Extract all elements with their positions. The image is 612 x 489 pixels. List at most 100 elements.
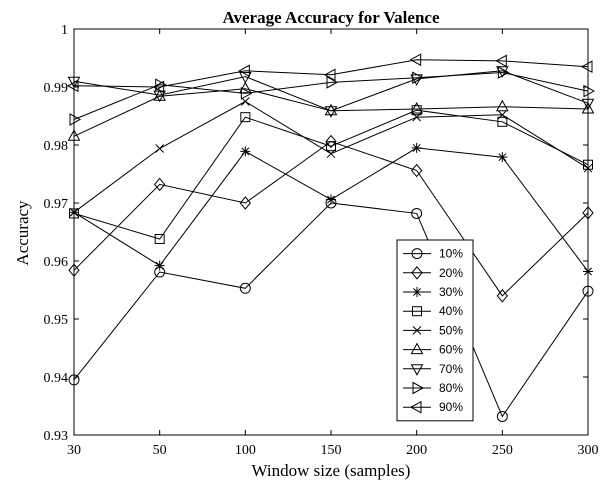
series-line — [73, 88, 589, 137]
data-point — [238, 72, 252, 84]
series-50pct — [69, 97, 593, 217]
legend-label: 90% — [439, 400, 463, 414]
data-point — [410, 102, 424, 114]
data-point — [409, 53, 422, 67]
data-point — [580, 60, 593, 74]
data-point — [68, 263, 80, 278]
x-tick-label: 100 — [235, 443, 256, 458]
data-point — [497, 110, 507, 120]
series-80pct — [69, 66, 596, 126]
data-point — [68, 374, 80, 386]
data-point — [240, 146, 251, 157]
data-point — [323, 68, 336, 82]
axis-ticks: 30 50 100 150 200 250 300 0.93 0.94 0.95 0.96 0.97 0… — [44, 23, 599, 458]
data-point — [238, 64, 250, 78]
legend-label: 20% — [439, 266, 463, 280]
series-30pct — [69, 142, 593, 277]
data-point — [238, 81, 252, 94]
y-axis-label: Accuracy — [13, 200, 32, 266]
data-point — [411, 142, 422, 153]
y-tick-label: 0.97 — [44, 197, 69, 212]
y-tick-label: 0.98 — [44, 139, 69, 154]
data-point — [411, 207, 423, 219]
data-point — [154, 233, 165, 244]
x-tick-label: 150 — [321, 443, 342, 458]
legend: 10% 20% 30% 40% 50% 60% 70% 80% 90% — [396, 239, 474, 422]
data-point — [412, 112, 422, 122]
series-line — [73, 59, 589, 88]
data-point — [583, 163, 593, 173]
legend-label: 60% — [439, 343, 463, 357]
data-point — [495, 66, 509, 78]
data-point — [67, 76, 81, 89]
legend-label: 10% — [439, 247, 463, 261]
data-point — [326, 76, 339, 89]
legend-label: 30% — [439, 285, 463, 299]
x-axis-label: Window size (samples) — [252, 461, 411, 480]
chart-title: Average Accuracy for Valence — [223, 8, 440, 27]
data-point — [240, 97, 250, 106]
x-tick-label: 50 — [153, 443, 167, 458]
legend-marker — [412, 306, 422, 317]
series-10pct — [68, 197, 594, 422]
data-point — [67, 129, 81, 141]
data-point — [326, 141, 336, 152]
data-point — [69, 207, 79, 217]
data-point — [240, 87, 253, 100]
legend-label: 40% — [439, 304, 463, 318]
y-tick-label: 0.94 — [44, 371, 69, 386]
x-tick-label: 300 — [578, 443, 599, 458]
legend-marker — [412, 381, 425, 395]
series-60pct — [67, 81, 595, 141]
data-point — [326, 194, 336, 205]
y-tick-label: 0.99 — [44, 81, 69, 96]
data-point — [583, 84, 596, 98]
data-point — [69, 113, 82, 126]
y-tick-label: 1 — [61, 23, 68, 38]
legend-marker — [412, 326, 422, 335]
data-point — [495, 54, 507, 68]
x-tick-label: 250 — [492, 443, 513, 458]
y-tick-label: 0.96 — [44, 255, 69, 270]
data-point — [154, 260, 165, 271]
data-point — [325, 134, 337, 149]
data-point — [239, 282, 251, 294]
data-point — [154, 177, 166, 192]
series-line — [73, 109, 589, 240]
data-point — [153, 90, 167, 103]
legend-marker — [410, 342, 424, 355]
data-point — [497, 66, 510, 79]
data-point — [581, 102, 595, 114]
legend-marker — [412, 287, 422, 297]
legend-label: 70% — [439, 362, 463, 376]
data-point — [583, 266, 593, 277]
data-point — [497, 152, 508, 163]
series-90pct — [66, 53, 593, 94]
data-point — [66, 79, 79, 93]
data-point — [239, 196, 251, 210]
series-20pct — [68, 134, 594, 303]
series-lines — [66, 53, 596, 422]
legend-marker — [409, 400, 422, 414]
legend-marker — [411, 248, 423, 260]
data-point — [411, 163, 423, 178]
data-point — [582, 206, 594, 220]
data-point — [497, 116, 508, 127]
series-70pct — [67, 66, 595, 118]
data-point — [152, 80, 165, 94]
y-tick-label: 0.95 — [44, 313, 69, 328]
data-point — [582, 285, 594, 297]
legend-marker — [411, 266, 423, 280]
legend-label: 80% — [439, 381, 463, 395]
data-point — [583, 159, 593, 170]
series-line — [73, 202, 589, 418]
data-point — [412, 71, 424, 85]
data-point — [495, 99, 509, 112]
y-tick-label: 0.93 — [44, 429, 69, 444]
data-point — [326, 149, 336, 159]
series-line — [73, 71, 589, 120]
data-point — [581, 98, 595, 111]
legend-marker — [410, 364, 424, 376]
data-point — [324, 106, 338, 118]
